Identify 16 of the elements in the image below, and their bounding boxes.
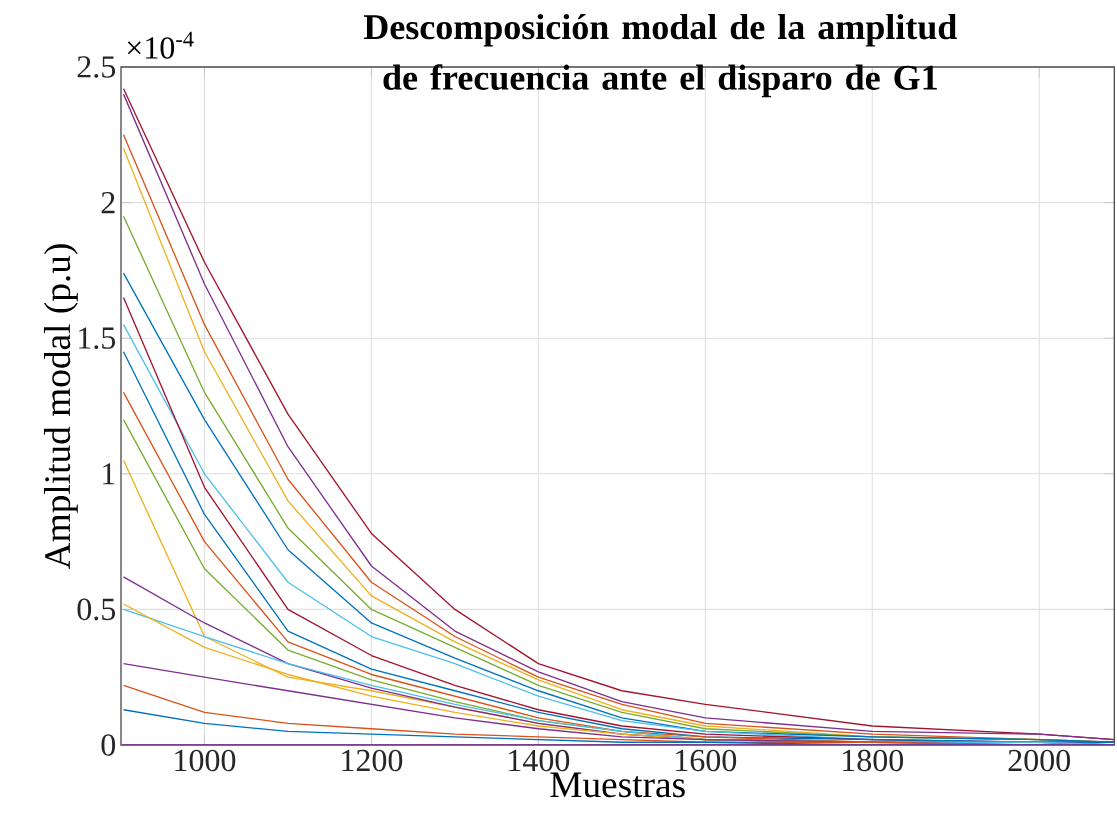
y-tick-label: 0	[101, 734, 116, 756]
x-tick-label: 1000	[175, 749, 236, 772]
x-tick-label: 1600	[676, 749, 737, 772]
chart-title: Descomposición modal de la amplitud de frecuencia ante el disparo de G1	[363, 13, 957, 98]
y-tick-label: 1.5	[79, 327, 116, 349]
x-tick-label: 1800	[843, 749, 904, 772]
y-tick-label: 2	[101, 192, 115, 214]
x-tick-label: 2000	[1008, 749, 1070, 772]
y-tick-label: 0.5	[77, 598, 116, 621]
y-tick-label: 2.5	[77, 56, 116, 78]
x-tick-label: 1200	[342, 749, 403, 772]
y-axis-title: Amplitud modal (p.u)	[43, 244, 78, 569]
y-tick-label: 1	[103, 463, 115, 485]
x-tick-label: 1400	[509, 749, 570, 772]
text: ×10$^{-4}$	[127, 31, 194, 59]
x-axis-title: Muestras	[550, 772, 685, 798]
